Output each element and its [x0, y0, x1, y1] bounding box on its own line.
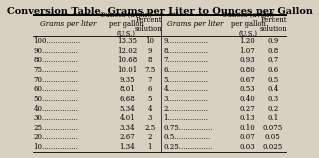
- Text: 1.07: 1.07: [239, 47, 255, 55]
- Text: 10.01: 10.01: [117, 66, 137, 74]
- Text: 30................: 30................: [33, 114, 78, 122]
- Text: 80................: 80................: [33, 56, 78, 64]
- Text: 0.9: 0.9: [267, 37, 278, 45]
- Text: 5: 5: [147, 95, 152, 103]
- Text: 3..................: 3..................: [163, 95, 208, 103]
- Text: 3: 3: [147, 114, 152, 122]
- Text: 0.5: 0.5: [267, 76, 278, 84]
- Text: 9.35: 9.35: [120, 76, 135, 84]
- Text: 3.34: 3.34: [120, 124, 135, 132]
- Text: 0.27: 0.27: [239, 105, 255, 113]
- Text: 0.7: 0.7: [267, 56, 278, 64]
- Text: 0.93: 0.93: [239, 56, 255, 64]
- Text: Ounces (avoir.)
per gallon
(U.S.): Ounces (avoir.) per gallon (U.S.): [222, 11, 274, 37]
- Text: 2: 2: [147, 134, 152, 142]
- Text: 1.20: 1.20: [239, 37, 255, 45]
- Text: 0.5................: 0.5................: [163, 134, 211, 142]
- Text: Ounces (avoir.)
per gallon
(U.S.): Ounces (avoir.) per gallon (U.S.): [100, 11, 152, 37]
- Text: 10.68: 10.68: [117, 56, 137, 64]
- Text: 7.5: 7.5: [144, 66, 155, 74]
- Text: 0.75...............: 0.75...............: [163, 124, 213, 132]
- Text: Grams per liter: Grams per liter: [40, 20, 96, 28]
- Text: 75................: 75................: [33, 66, 78, 74]
- Text: 60................: 60................: [33, 85, 78, 93]
- Text: 50................: 50................: [33, 95, 78, 103]
- Text: 8.01: 8.01: [119, 85, 135, 93]
- Text: 10: 10: [145, 37, 154, 45]
- Text: 1: 1: [147, 143, 152, 151]
- Text: Percent
solution: Percent solution: [135, 16, 162, 33]
- Text: 0.07: 0.07: [239, 134, 255, 142]
- Text: 1.34: 1.34: [120, 143, 135, 151]
- Text: 2.5: 2.5: [144, 124, 155, 132]
- Text: 9..................: 9..................: [163, 37, 208, 45]
- Text: 0.3: 0.3: [267, 95, 278, 103]
- Text: 100...............: 100...............: [33, 37, 80, 45]
- Text: 0.03: 0.03: [239, 143, 255, 151]
- Text: 20................: 20................: [33, 134, 78, 142]
- Text: 0.53: 0.53: [239, 85, 255, 93]
- Text: 0.25...............: 0.25...............: [163, 143, 213, 151]
- Text: 5..................: 5..................: [163, 76, 208, 84]
- Text: 0.2: 0.2: [267, 105, 278, 113]
- Text: 6: 6: [147, 85, 152, 93]
- Text: Grams per liter: Grams per liter: [167, 20, 224, 28]
- Text: 90................: 90................: [33, 47, 78, 55]
- Text: 12.02: 12.02: [117, 47, 137, 55]
- Text: 0.8: 0.8: [267, 47, 278, 55]
- Text: 0.075: 0.075: [263, 124, 283, 132]
- Text: 4..................: 4..................: [163, 85, 208, 93]
- Text: 0.6: 0.6: [267, 66, 278, 74]
- Text: 2.67: 2.67: [119, 134, 135, 142]
- Text: 7..................: 7..................: [163, 56, 208, 64]
- Text: 70................: 70................: [33, 76, 78, 84]
- Text: 10................: 10................: [33, 143, 78, 151]
- Text: 4: 4: [147, 105, 152, 113]
- Text: 1..................: 1..................: [163, 114, 208, 122]
- Text: 0.80: 0.80: [239, 66, 255, 74]
- Text: 7: 7: [147, 76, 152, 84]
- Text: 0.40: 0.40: [239, 95, 255, 103]
- Text: 0.1: 0.1: [267, 114, 278, 122]
- Text: 40................: 40................: [33, 105, 78, 113]
- Text: 0.13: 0.13: [239, 114, 255, 122]
- Text: 6..................: 6..................: [163, 66, 208, 74]
- Text: 0.05: 0.05: [265, 134, 281, 142]
- Text: 0.025: 0.025: [263, 143, 283, 151]
- Text: 4.01: 4.01: [119, 114, 135, 122]
- Text: 13.35: 13.35: [117, 37, 137, 45]
- Text: 6.68: 6.68: [119, 95, 135, 103]
- Text: Percent
solution: Percent solution: [260, 16, 287, 33]
- Text: 0.4: 0.4: [267, 85, 278, 93]
- Text: 8..................: 8..................: [163, 47, 208, 55]
- Text: 5.34: 5.34: [120, 105, 135, 113]
- Text: 8: 8: [147, 56, 152, 64]
- Text: 0.67: 0.67: [239, 76, 255, 84]
- Text: 9: 9: [147, 47, 152, 55]
- Text: Conversion Table, Grams per Liter to Ounces per Gallon: Conversion Table, Grams per Liter to Oun…: [7, 7, 312, 16]
- Text: 25................: 25................: [33, 124, 78, 132]
- Text: 2..................: 2..................: [163, 105, 208, 113]
- Text: 0.10: 0.10: [239, 124, 255, 132]
